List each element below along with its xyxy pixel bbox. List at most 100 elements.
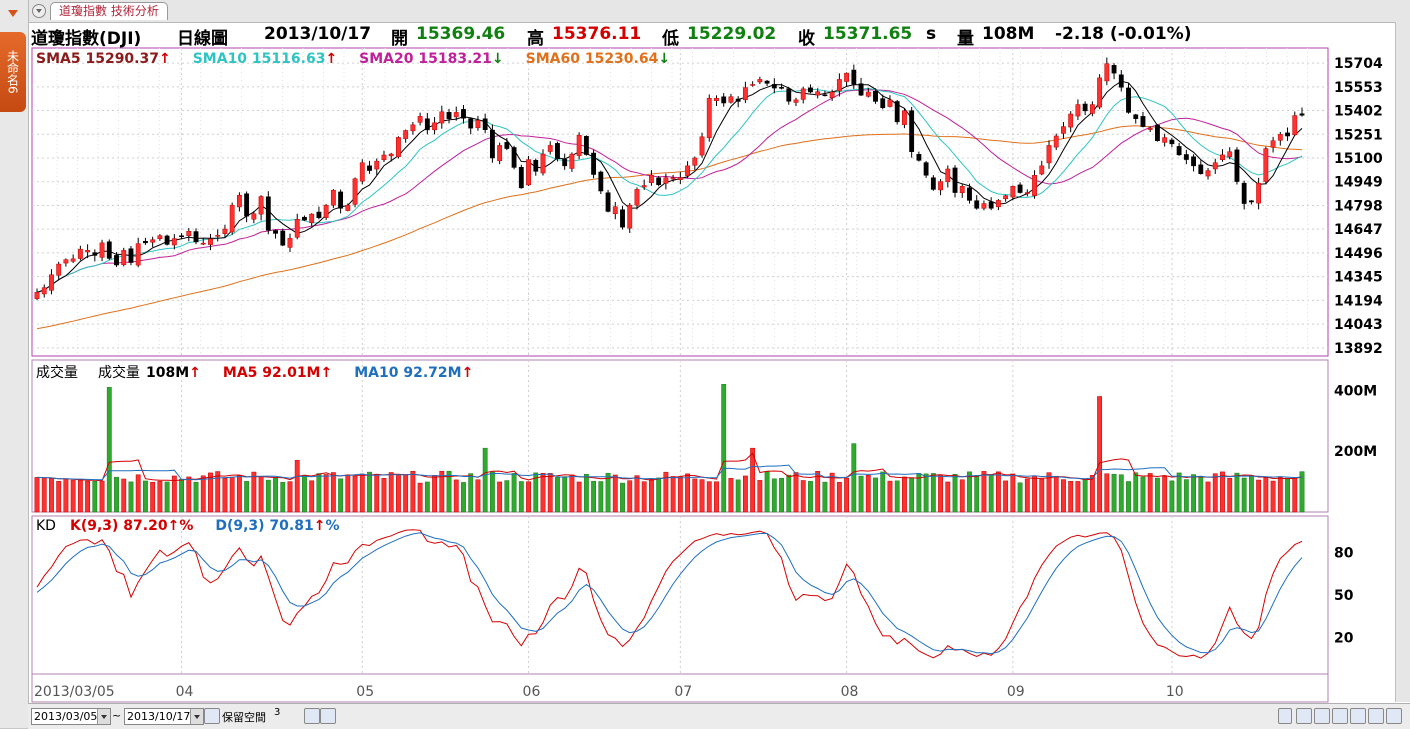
crosshair-icon[interactable] <box>1350 708 1366 724</box>
settings-icon[interactable] <box>1386 708 1402 724</box>
kd-legend: KD K(9,3) 87.20↑% D(9,3) 70.81↑% <box>36 518 340 534</box>
volume-bar <box>771 478 777 513</box>
volume-bar <box>446 470 452 513</box>
volume-bar <box>988 474 994 513</box>
price-tick-label: 14496 <box>1334 246 1383 262</box>
tab-menu-icon[interactable] <box>32 4 46 18</box>
start-date-input[interactable]: 2013/03/05 <box>31 708 111 725</box>
candle-body <box>193 231 199 243</box>
volume-bar <box>229 476 235 513</box>
scroll-left-icon[interactable] <box>1278 708 1292 724</box>
sma60-legend: SMA60 15230.64 <box>525 51 659 67</box>
candle-body <box>742 87 748 101</box>
volume-bar <box>330 472 336 513</box>
start-date-dropdown-icon[interactable] <box>97 709 110 724</box>
collapse-arrow-icon[interactable] <box>8 10 18 17</box>
volume-bar <box>930 473 936 513</box>
date-tick-label: 07 <box>674 684 692 700</box>
volume-bar <box>887 480 893 513</box>
candle-body <box>714 98 719 101</box>
volume-bar <box>345 474 351 513</box>
volume-bar <box>533 472 539 513</box>
volume-bar <box>381 478 387 513</box>
volume-bar <box>735 479 741 513</box>
volume-bar <box>302 474 307 513</box>
volume-bar <box>56 481 62 513</box>
candle-body <box>620 209 625 228</box>
volume-bar <box>750 447 756 513</box>
tool-icon[interactable] <box>320 708 336 724</box>
kd-tick-label: 20 <box>1334 631 1354 647</box>
volume-bar <box>1183 479 1189 513</box>
side-tab-label[interactable]: 未命名6 <box>0 32 26 112</box>
volume-bar <box>316 473 322 513</box>
candle-body <box>1082 103 1088 112</box>
volume-bar <box>591 480 597 513</box>
candle-body <box>359 162 365 182</box>
apply-range-icon[interactable] <box>204 708 220 724</box>
volume-bar <box>143 480 148 513</box>
candle-body <box>49 274 54 291</box>
candle-body <box>388 153 394 157</box>
candle-body <box>1039 165 1045 175</box>
candle-body <box>1220 154 1225 161</box>
reserve-space-value[interactable]: 3 <box>274 707 281 718</box>
end-date-dropdown-icon[interactable] <box>190 709 203 724</box>
right-scroll-strip[interactable] <box>1395 22 1410 702</box>
volume-bar <box>627 480 633 513</box>
candle-body <box>779 87 784 89</box>
date-tick-label: 08 <box>841 684 859 700</box>
candle-body <box>489 129 495 159</box>
candle-body <box>771 84 777 89</box>
volume-bar <box>352 475 358 513</box>
close-label: 收 <box>798 29 815 49</box>
date-tick-label: 06 <box>523 684 541 700</box>
volume-bar <box>967 471 972 513</box>
price-tick-label: 15402 <box>1334 104 1383 120</box>
candle-body <box>670 177 676 180</box>
candle-body <box>345 204 351 211</box>
kd-k-value: K(9,3) 87.20 <box>69 518 168 534</box>
volume-bar <box>844 477 850 513</box>
price-tick-label: 14798 <box>1334 198 1383 214</box>
tab-chart[interactable]: 道瓊指數 技術分析 <box>50 2 168 20</box>
candle-body <box>1126 87 1131 113</box>
kd-lines <box>36 529 1303 659</box>
volume-bar <box>367 471 372 513</box>
reserve-spinner-icon[interactable] <box>304 708 320 724</box>
volume-bar <box>583 473 589 513</box>
candle-body <box>70 258 76 262</box>
candle-body <box>381 154 387 161</box>
volume-bar <box>721 384 727 513</box>
draw-icon[interactable] <box>1368 708 1384 724</box>
volume-bar <box>1017 482 1023 513</box>
volume-bar <box>605 472 611 513</box>
axis-labels: 15704 15553 15402 15251 15100 14949 14798 14647… <box>34 56 1383 700</box>
volume-bar <box>873 477 878 513</box>
price-legend: SMA5 15290.37↑ SMA10 15116.63↑ SMA20 15183… <box>36 51 670 67</box>
volume-bar <box>164 481 170 513</box>
zoom-out-icon[interactable] <box>1314 708 1330 724</box>
volume-bar <box>865 475 871 513</box>
candle-body <box>1191 156 1196 167</box>
candle-body <box>938 181 943 191</box>
volume-bar <box>1032 475 1037 513</box>
candle-body <box>605 192 611 212</box>
volume-bar <box>410 470 416 513</box>
kd-k-arrow-icon: ↑ <box>167 518 180 534</box>
candle-body <box>981 203 987 209</box>
zoom-in-icon[interactable] <box>1296 708 1312 724</box>
sma20-line <box>36 89 1303 293</box>
volume-bar <box>1256 479 1262 513</box>
candle-body <box>236 194 242 208</box>
fit-icon[interactable] <box>1332 708 1348 724</box>
end-date-input[interactable]: 2013/10/17 <box>124 708 204 725</box>
candle-body <box>1075 104 1081 117</box>
volume-bar <box>656 477 662 513</box>
volume-bar <box>236 475 242 513</box>
candle-body <box>526 159 531 186</box>
close-suffix: s <box>926 24 937 44</box>
candle-body <box>432 122 437 131</box>
candle-body <box>1227 151 1233 158</box>
